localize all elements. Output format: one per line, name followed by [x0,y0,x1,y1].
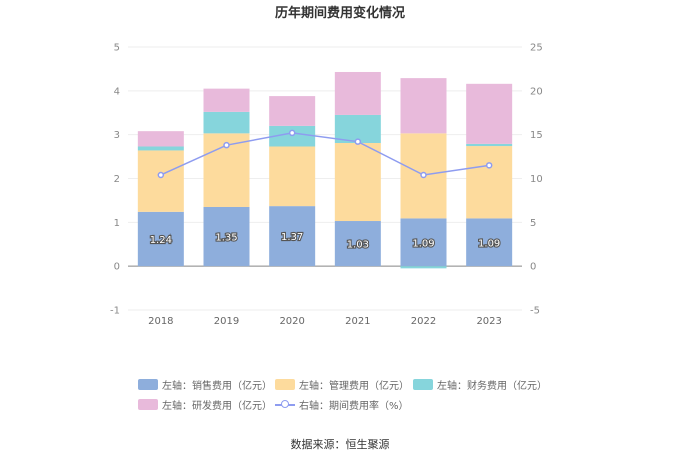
data-source: 数据来源：恒生聚源 [290,438,390,451]
bar-value-label: 1.03 [347,240,369,251]
legend-item-finance[interactable]: 左轴：财务费用（亿元） [413,377,547,392]
bar-admin [334,142,381,222]
right-tick-label: 5 [530,218,536,229]
bar-value-label: 1.24 [150,235,172,246]
ratio-point [223,141,230,149]
legend-item-rd[interactable]: 左轴：研发费用（亿元） [138,397,272,412]
bar-admin [269,146,316,207]
left-tick-label: 0 [114,262,120,273]
legend-swatch-sales [138,379,158,390]
bar-sales [466,218,513,267]
bar-sales [269,206,316,267]
ratio-point [354,138,362,145]
bar-admin [137,150,184,212]
right-tick-label: 15 [530,130,543,141]
bars [137,71,513,269]
bar-rd [137,131,184,147]
bar-rd [269,96,316,126]
x-tick-label: 2022 [411,316,436,327]
legend-label-sales: 左轴：销售费用（亿元） [162,381,272,392]
legend-swatch-finance [413,379,433,390]
grid-lines [128,46,522,311]
bar-finance [203,111,250,134]
x-tick-label: 2020 [279,316,304,327]
x-tick-label: 2019 [214,316,239,327]
right-axis-ticks: -5 0 5 10 15 20 25 [530,43,543,317]
bar-value-label: 1.35 [215,233,237,244]
bar-value-label: 1.09 [412,238,434,249]
x-axis: 2018 2019 2020 2021 2022 2023 [128,265,522,327]
right-tick-label: 0 [530,262,536,273]
right-tick-label: 25 [530,43,543,54]
bar-finance [334,114,381,143]
left-axis-ticks: -1 0 1 2 3 4 5 [110,43,120,317]
ratio-line-path [160,132,490,176]
legend-label-admin: 左轴：管理费用（亿元） [299,381,409,392]
bar-sales [334,221,381,267]
bar-finance [466,143,513,147]
bar-rd [400,78,447,134]
right-tick-label: 10 [530,174,543,185]
legend-item-ratio[interactable]: 右轴：期间费用率（%） [275,397,409,412]
bar-finance [400,266,447,269]
right-tick-label: -5 [530,306,540,317]
legend-label-rd: 左轴：研发费用（亿元） [162,401,272,412]
chart-title: 历年期间费用变化情况 [275,5,405,21]
bar-rd [203,88,250,112]
ratio-line [157,129,493,179]
left-tick-label: 1 [114,218,120,229]
x-tick-label: 2018 [148,316,173,327]
bar-sales [137,211,184,267]
x-tick-label: 2021 [345,316,370,327]
bar-finance [269,125,316,147]
ratio-point [420,171,427,179]
legend-item-sales[interactable]: 左轴：销售费用（亿元） [138,377,272,392]
legend-item-admin[interactable]: 左轴：管理费用（亿元） [275,377,409,392]
left-tick-label: 2 [114,174,120,185]
bar-labels: 1.24 1.35 1.37 1.03 1.09 1.09 [149,231,502,252]
bar-value-label: 1.09 [478,238,500,249]
bar-rd [466,83,513,144]
left-tick-label: 4 [114,86,120,97]
x-tick-label: 2023 [476,316,501,327]
legend-swatch-admin [275,379,295,390]
legend-label-finance: 左轴：财务费用（亿元） [437,381,547,392]
bar-sales [400,218,447,267]
bar-finance [137,146,184,151]
legend-label-ratio: 右轴：期间费用率（%） [299,401,409,412]
left-tick-label: 3 [114,130,120,141]
ratio-point [485,162,493,169]
ratio-point [157,171,165,179]
bar-sales [203,206,250,267]
legend-swatch-rd [138,399,158,410]
left-tick-label: -1 [110,306,120,317]
bar-admin [466,146,513,219]
legend-swatch-ratio [275,399,295,410]
ratio-point [288,129,296,137]
bar-rd [334,71,381,115]
bar-value-label: 1.37 [281,232,303,243]
left-tick-label: 5 [114,43,120,54]
right-tick-label: 20 [530,86,543,97]
